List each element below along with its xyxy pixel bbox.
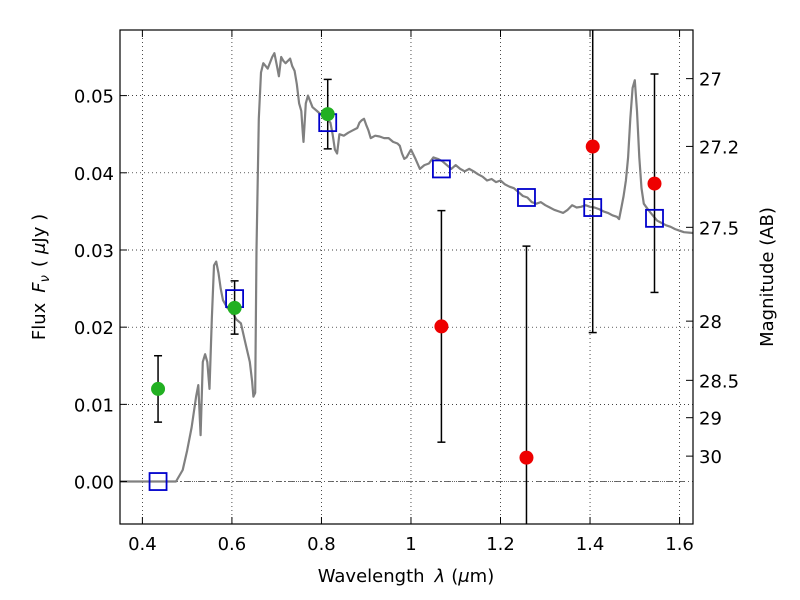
model-square — [432, 159, 451, 179]
x-axis-label-unit-rest: m) — [470, 566, 495, 587]
plot-frame — [119, 29, 694, 525]
x-tick-label: 0.4 — [128, 534, 157, 555]
x-tick-label: 1 — [405, 534, 416, 555]
y-tick-label: 0.02 — [74, 318, 114, 339]
detection-point — [320, 107, 335, 122]
y-axis-label-symbol: F — [29, 282, 50, 293]
nondetection-point — [585, 139, 600, 154]
x-axis-label-symbol: λ — [434, 566, 446, 587]
y-axis-label: Flux Fν ( μJy ) — [29, 214, 53, 340]
y-axis-label-unit-open: ( — [29, 260, 50, 267]
x-axis-label-unit-open: ( — [451, 566, 458, 587]
y-tick-label: 0.00 — [74, 473, 114, 494]
y-tick-label: 0.04 — [74, 164, 114, 185]
detection-point — [151, 381, 166, 396]
mag-tick-label: 27 — [699, 70, 722, 91]
nondetection-point — [647, 176, 662, 191]
tick-layer: 0.4 0.6 0.8 1 1.2 1.4 1.6 0.00 0.01 0.02 0.03 0.04 0… — [74, 30, 739, 555]
model-square — [148, 472, 168, 491]
mag-tick-label: 30 — [699, 447, 722, 468]
nondetection-point — [434, 319, 449, 334]
mag-tick-label: 27.2 — [699, 137, 739, 158]
mag-tick-label: 27.5 — [699, 218, 739, 239]
x-tick-label: 1.2 — [486, 534, 515, 555]
mag-tick-label: 28.5 — [699, 371, 739, 392]
points-layer — [148, 107, 664, 491]
y2-axis-label: Magnitude (AB) — [757, 207, 778, 347]
nondetection-point — [519, 450, 534, 465]
y-axis-label-prefix: Flux — [29, 302, 50, 340]
y-axis-label-unit-symbol: μ — [29, 243, 50, 255]
plot-background — [120, 30, 693, 524]
sed-curve — [120, 52, 693, 483]
mag-tick-label: 28 — [699, 312, 722, 333]
y-tick-label: 0.03 — [74, 241, 114, 262]
model-square — [645, 208, 664, 228]
x-axis-label-prefix: Wavelength — [318, 566, 425, 587]
errorbar-layer — [154, 30, 659, 524]
y-axis-label-unit-rest: Jy ) — [29, 214, 50, 244]
x-axis-label-unit-symbol: μ — [457, 566, 469, 587]
y-axis-label-subscript: ν — [38, 275, 53, 282]
x-tick-label: 1.4 — [576, 534, 605, 555]
model-square — [517, 188, 536, 207]
x-tick-label: 1.6 — [665, 534, 694, 555]
x-tick-label: 0.8 — [307, 534, 336, 555]
sed-curve-layer — [120, 52, 693, 483]
mag-tick-label: 29 — [699, 409, 722, 430]
y-tick-label: 0.01 — [74, 395, 114, 416]
model-square — [583, 198, 603, 217]
x-axis-label: Wavelength λ (μm) — [318, 566, 494, 587]
y-tick-label: 0.05 — [74, 87, 114, 108]
x-tick-label: 0.6 — [218, 534, 247, 555]
detection-point — [227, 300, 242, 315]
